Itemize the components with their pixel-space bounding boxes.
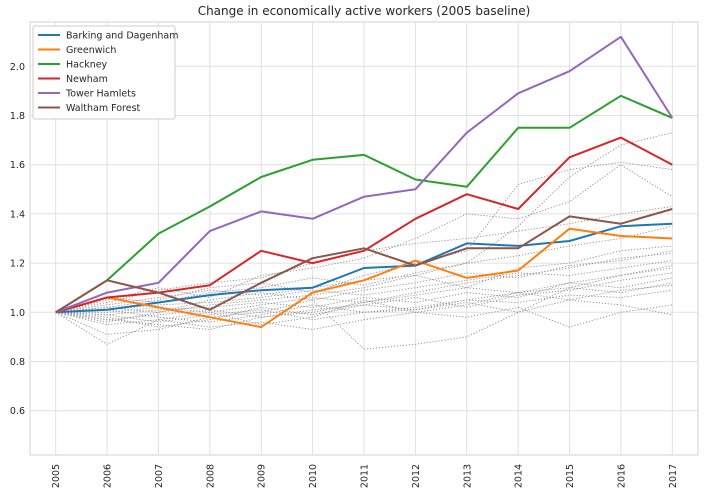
background-series-line — [55, 245, 673, 313]
x-tick-label: 2009 — [257, 464, 268, 488]
y-tick-label: 1.2 — [10, 259, 25, 270]
x-tick-label: 2013 — [462, 464, 473, 488]
legend-entry: Greenwich — [66, 45, 116, 56]
x-tick-label: 2006 — [103, 464, 114, 488]
series-line — [55, 35, 674, 314]
y-tick-label: 1.0 — [10, 308, 25, 319]
y-tick-label: 1.8 — [10, 111, 25, 122]
background-series-line — [55, 164, 673, 313]
x-tick-label: 2011 — [360, 464, 371, 488]
background-series-line — [55, 260, 673, 313]
legend-entry: Newham — [66, 74, 108, 85]
background-series-line — [55, 250, 673, 313]
x-tick-label: 2014 — [514, 464, 525, 488]
background-series-line — [55, 272, 673, 328]
x-tick-label: 2008 — [205, 464, 216, 488]
x-tick-label: 2012 — [411, 464, 422, 488]
legend: Barking and Dagenham Greenwich Hackney Newh… — [32, 25, 178, 120]
x-tick-label: 2015 — [565, 464, 576, 488]
series-line — [55, 208, 673, 314]
x-tick-label: 2017 — [668, 464, 679, 488]
background-series-line — [55, 277, 673, 316]
background-series-line — [55, 304, 673, 330]
chart-title: Change in economically active workers (2… — [198, 4, 531, 18]
background-series-line — [55, 206, 673, 313]
highlighted-series — [55, 35, 674, 329]
series-line — [55, 227, 673, 329]
x-axis: 2005 2006 2007 2008 2009 2010 2011 2012 2013 2014… — [51, 464, 679, 488]
background-series-line — [55, 267, 673, 345]
x-tick-label: 2010 — [308, 464, 319, 488]
x-tick-label: 2005 — [51, 464, 62, 488]
y-tick-label: 0.8 — [10, 357, 25, 368]
background-series-line — [55, 299, 673, 323]
series-line — [55, 222, 673, 314]
y-axis: 0.6 0.8 1.0 1.2 1.4 1.6 1.8 2.0 — [10, 62, 25, 417]
y-tick-label: 0.6 — [10, 406, 25, 417]
x-tick-label: 2007 — [154, 464, 165, 488]
legend-entry: Hackney — [66, 60, 108, 71]
legend-box — [32, 25, 176, 120]
legend-entry: Tower Hamlets — [65, 89, 136, 100]
series-line — [55, 94, 673, 314]
y-tick-label: 1.4 — [10, 209, 25, 220]
y-tick-label: 2.0 — [10, 62, 25, 73]
legend-entry: Waltham Forest — [66, 103, 141, 114]
x-tick-label: 2016 — [616, 464, 627, 488]
legend-entry: Barking and Dagenham — [66, 31, 178, 42]
y-tick-label: 1.6 — [10, 160, 25, 171]
